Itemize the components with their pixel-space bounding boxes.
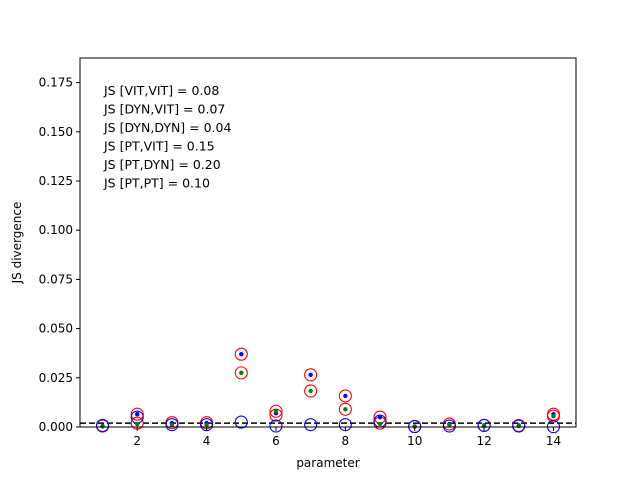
open-circle-marker xyxy=(234,415,248,429)
dot-marker xyxy=(343,393,348,399)
y-tick-label: 0.000 xyxy=(39,420,73,434)
open-circle-marker xyxy=(130,407,144,421)
y-axis-label: JS divergence xyxy=(10,202,24,285)
dot-marker xyxy=(239,370,244,376)
x-tick-label: 6 xyxy=(272,434,280,448)
y-tick-label: 0.075 xyxy=(39,272,73,286)
annotation-text: JS [VIT,VIT] = 0.08 xyxy=(103,83,219,98)
open-circle-marker xyxy=(234,347,248,361)
x-tick-label: 8 xyxy=(342,434,350,448)
open-circle-marker xyxy=(338,389,352,403)
x-tick-label: 2 xyxy=(133,434,141,448)
plot-marks xyxy=(80,347,576,434)
dot-marker xyxy=(135,421,140,427)
y-tick-label: 0.025 xyxy=(39,371,73,385)
dot-marker xyxy=(308,372,313,378)
annotation-text: JS [DYN,VIT] = 0.07 xyxy=(103,102,225,117)
dot-marker xyxy=(135,412,140,417)
dot-marker xyxy=(239,351,244,357)
dot-marker xyxy=(100,424,105,429)
x-tick-label: 10 xyxy=(407,434,422,448)
dot-marker xyxy=(447,422,452,428)
y-tick-label: 0.125 xyxy=(39,174,73,188)
axis-ticks: 2 4 6 8 10 12 14 0.000 0.025 0.050 0.075 0.100 0.125… xyxy=(39,76,561,448)
y-tick-label: 0.150 xyxy=(39,125,73,139)
open-circle-marker xyxy=(304,368,318,382)
dot-marker xyxy=(377,421,383,427)
annotation-text: JS [PT,DYN] = 0.20 xyxy=(103,157,221,172)
dot-marker xyxy=(308,388,313,394)
open-circle-marker xyxy=(165,418,179,432)
open-circle-marker xyxy=(269,404,283,418)
annotation-text: JS [DYN,DYN] = 0.04 xyxy=(103,120,231,135)
open-circle-marker xyxy=(512,419,526,433)
dot-marker xyxy=(273,409,279,414)
annotation-text: JS [PT,PT] = 0.10 xyxy=(103,176,210,191)
open-circle-marker xyxy=(442,419,456,433)
dot-marker xyxy=(343,407,348,412)
open-circle-marker xyxy=(304,418,318,432)
dot-marker xyxy=(377,414,383,420)
dot-marker xyxy=(551,413,556,419)
dot-marker xyxy=(169,422,175,428)
open-circle-marker xyxy=(338,402,352,416)
open-circle-marker xyxy=(304,384,318,398)
x-tick-label: 14 xyxy=(546,434,561,448)
x-axis-label: parameter xyxy=(296,456,359,470)
annotation-text: JS [PT,VIT] = 0.15 xyxy=(103,139,215,154)
y-tick-label: 0.175 xyxy=(39,76,73,90)
annotations: JS [VIT,VIT] = 0.08 JS [DYN,VIT] = 0.07 JS… xyxy=(103,83,231,191)
open-circle-marker xyxy=(269,419,283,433)
dot-marker xyxy=(204,422,209,428)
y-tick-label: 0.050 xyxy=(39,322,73,336)
open-circle-marker xyxy=(546,409,561,423)
open-circle-marker xyxy=(234,366,248,380)
plot-frame xyxy=(79,57,577,428)
open-circle-marker xyxy=(477,418,491,432)
x-tick-label: 12 xyxy=(476,434,491,448)
x-tick-label: 4 xyxy=(203,434,211,448)
dot-marker xyxy=(516,423,521,429)
y-tick-label: 0.100 xyxy=(39,223,73,237)
open-circle-marker xyxy=(95,418,110,432)
